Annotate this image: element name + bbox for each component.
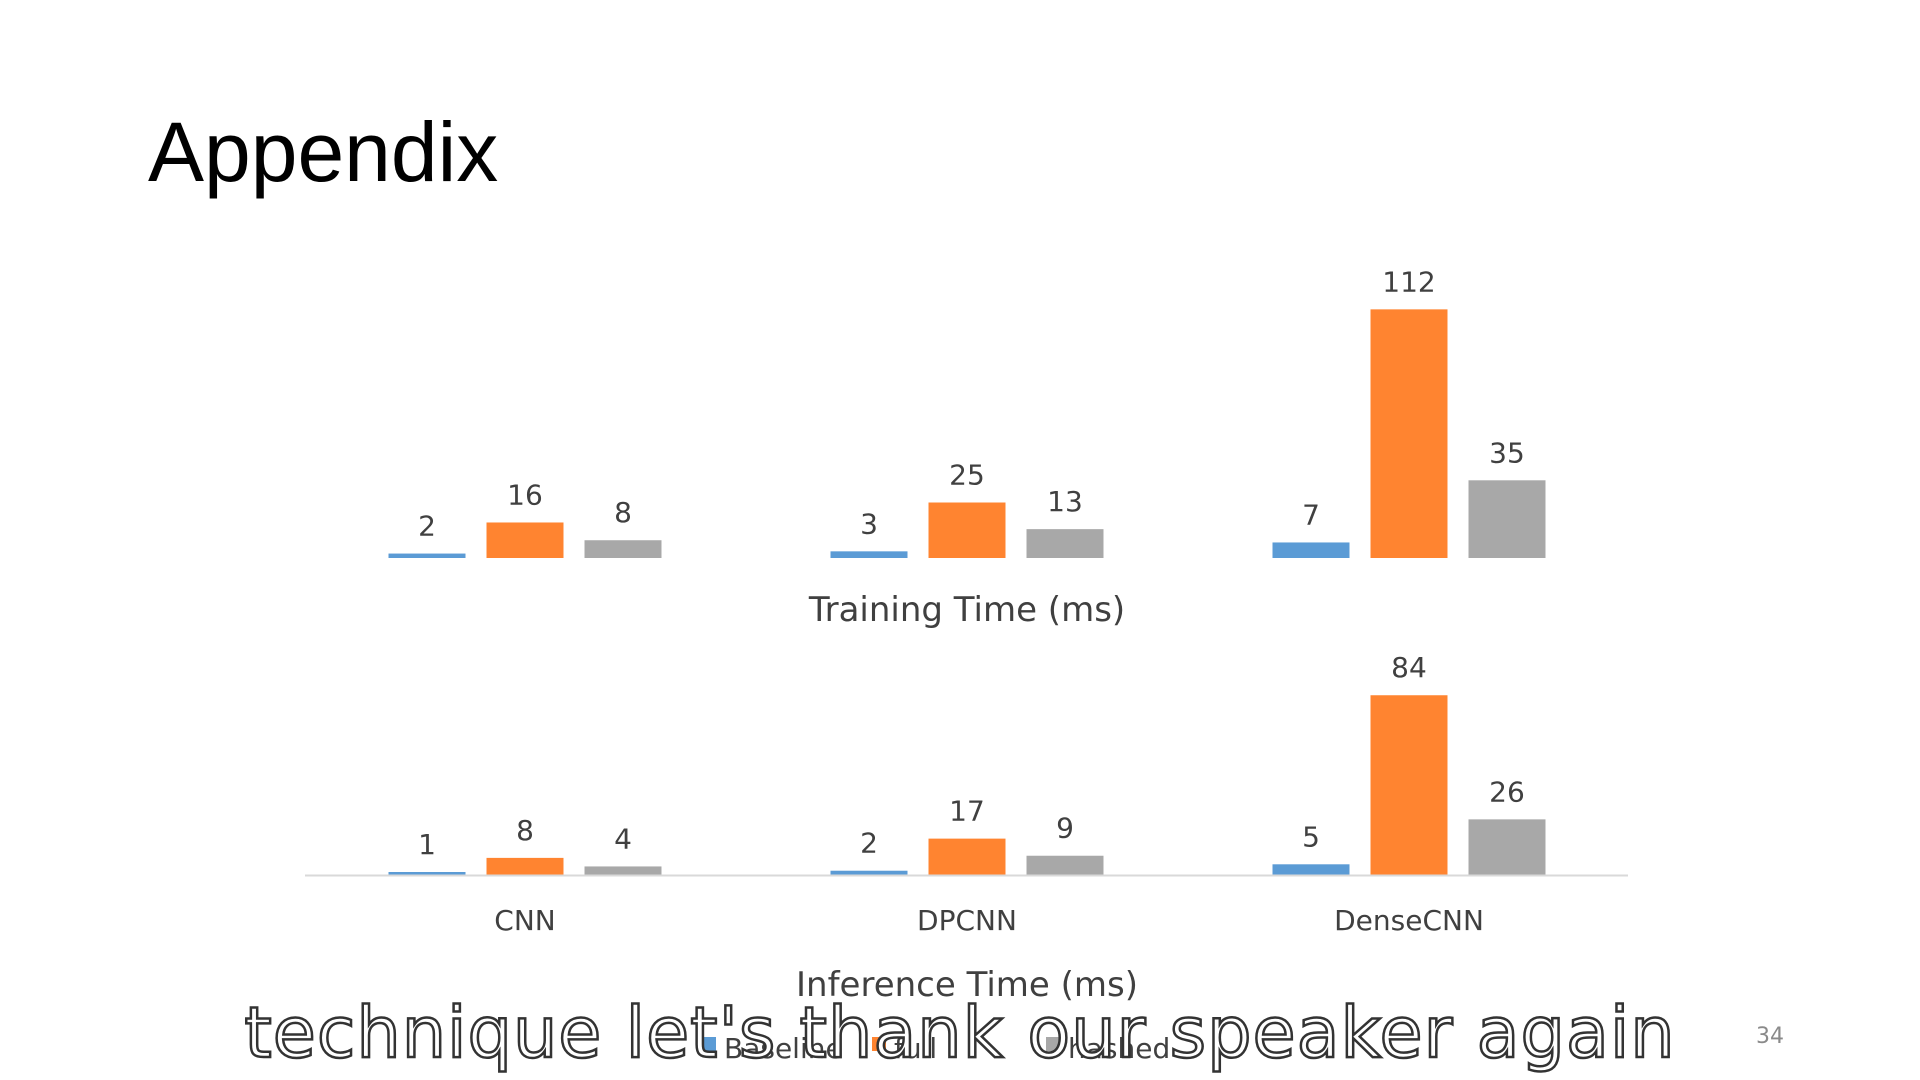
data-label: 8 [516, 814, 534, 847]
data-label: 2 [418, 510, 436, 543]
data-label: 7 [1302, 498, 1320, 531]
legend-swatch [1046, 1037, 1060, 1051]
bar [1468, 819, 1546, 875]
bar [1026, 529, 1104, 558]
legend-swatch [872, 1037, 886, 1051]
chart-title: Inference Time (ms) [796, 965, 1138, 1005]
bar [1468, 480, 1546, 558]
data-label: 112 [1382, 265, 1435, 298]
data-label: 84 [1391, 651, 1427, 684]
bar [584, 540, 662, 558]
video-subtitle: technique let's thank our speaker again [243, 992, 1676, 1074]
bar [486, 522, 564, 558]
bar [1370, 309, 1448, 558]
legend-entry: Baseline [724, 1032, 843, 1065]
bar [1272, 864, 1350, 875]
legend-entry: hashed [1068, 1032, 1170, 1065]
bar [1370, 695, 1448, 875]
data-label: 16 [507, 478, 543, 511]
data-label: 4 [614, 822, 632, 855]
bar [830, 551, 908, 558]
data-label: 25 [949, 459, 985, 492]
page-number: 34 [1756, 1024, 1784, 1049]
chart-title: Training Time (ms) [808, 590, 1125, 630]
data-label: 5 [1302, 820, 1320, 853]
category-label: CNN [494, 904, 555, 937]
bar [486, 857, 564, 875]
legend-entry: full [894, 1032, 937, 1065]
slide-title: Appendix [148, 105, 499, 199]
data-label: 9 [1056, 812, 1074, 845]
legend-swatch [702, 1037, 716, 1051]
bar [388, 872, 466, 875]
bar [1026, 855, 1104, 875]
data-label: 17 [949, 795, 985, 828]
data-label: 3 [860, 507, 878, 540]
data-label: 13 [1047, 485, 1083, 518]
bar [584, 866, 662, 875]
data-label: 1 [418, 828, 436, 861]
bar [1272, 542, 1350, 558]
data-label: 2 [860, 827, 878, 860]
bar [928, 838, 1006, 875]
data-label: 26 [1489, 775, 1525, 808]
bar [928, 502, 1006, 558]
bar [388, 553, 466, 558]
data-label: 8 [614, 496, 632, 529]
category-label: DenseCNN [1334, 904, 1484, 937]
category-label: DPCNN [917, 904, 1017, 937]
bar [830, 870, 908, 875]
data-label: 35 [1489, 436, 1525, 469]
